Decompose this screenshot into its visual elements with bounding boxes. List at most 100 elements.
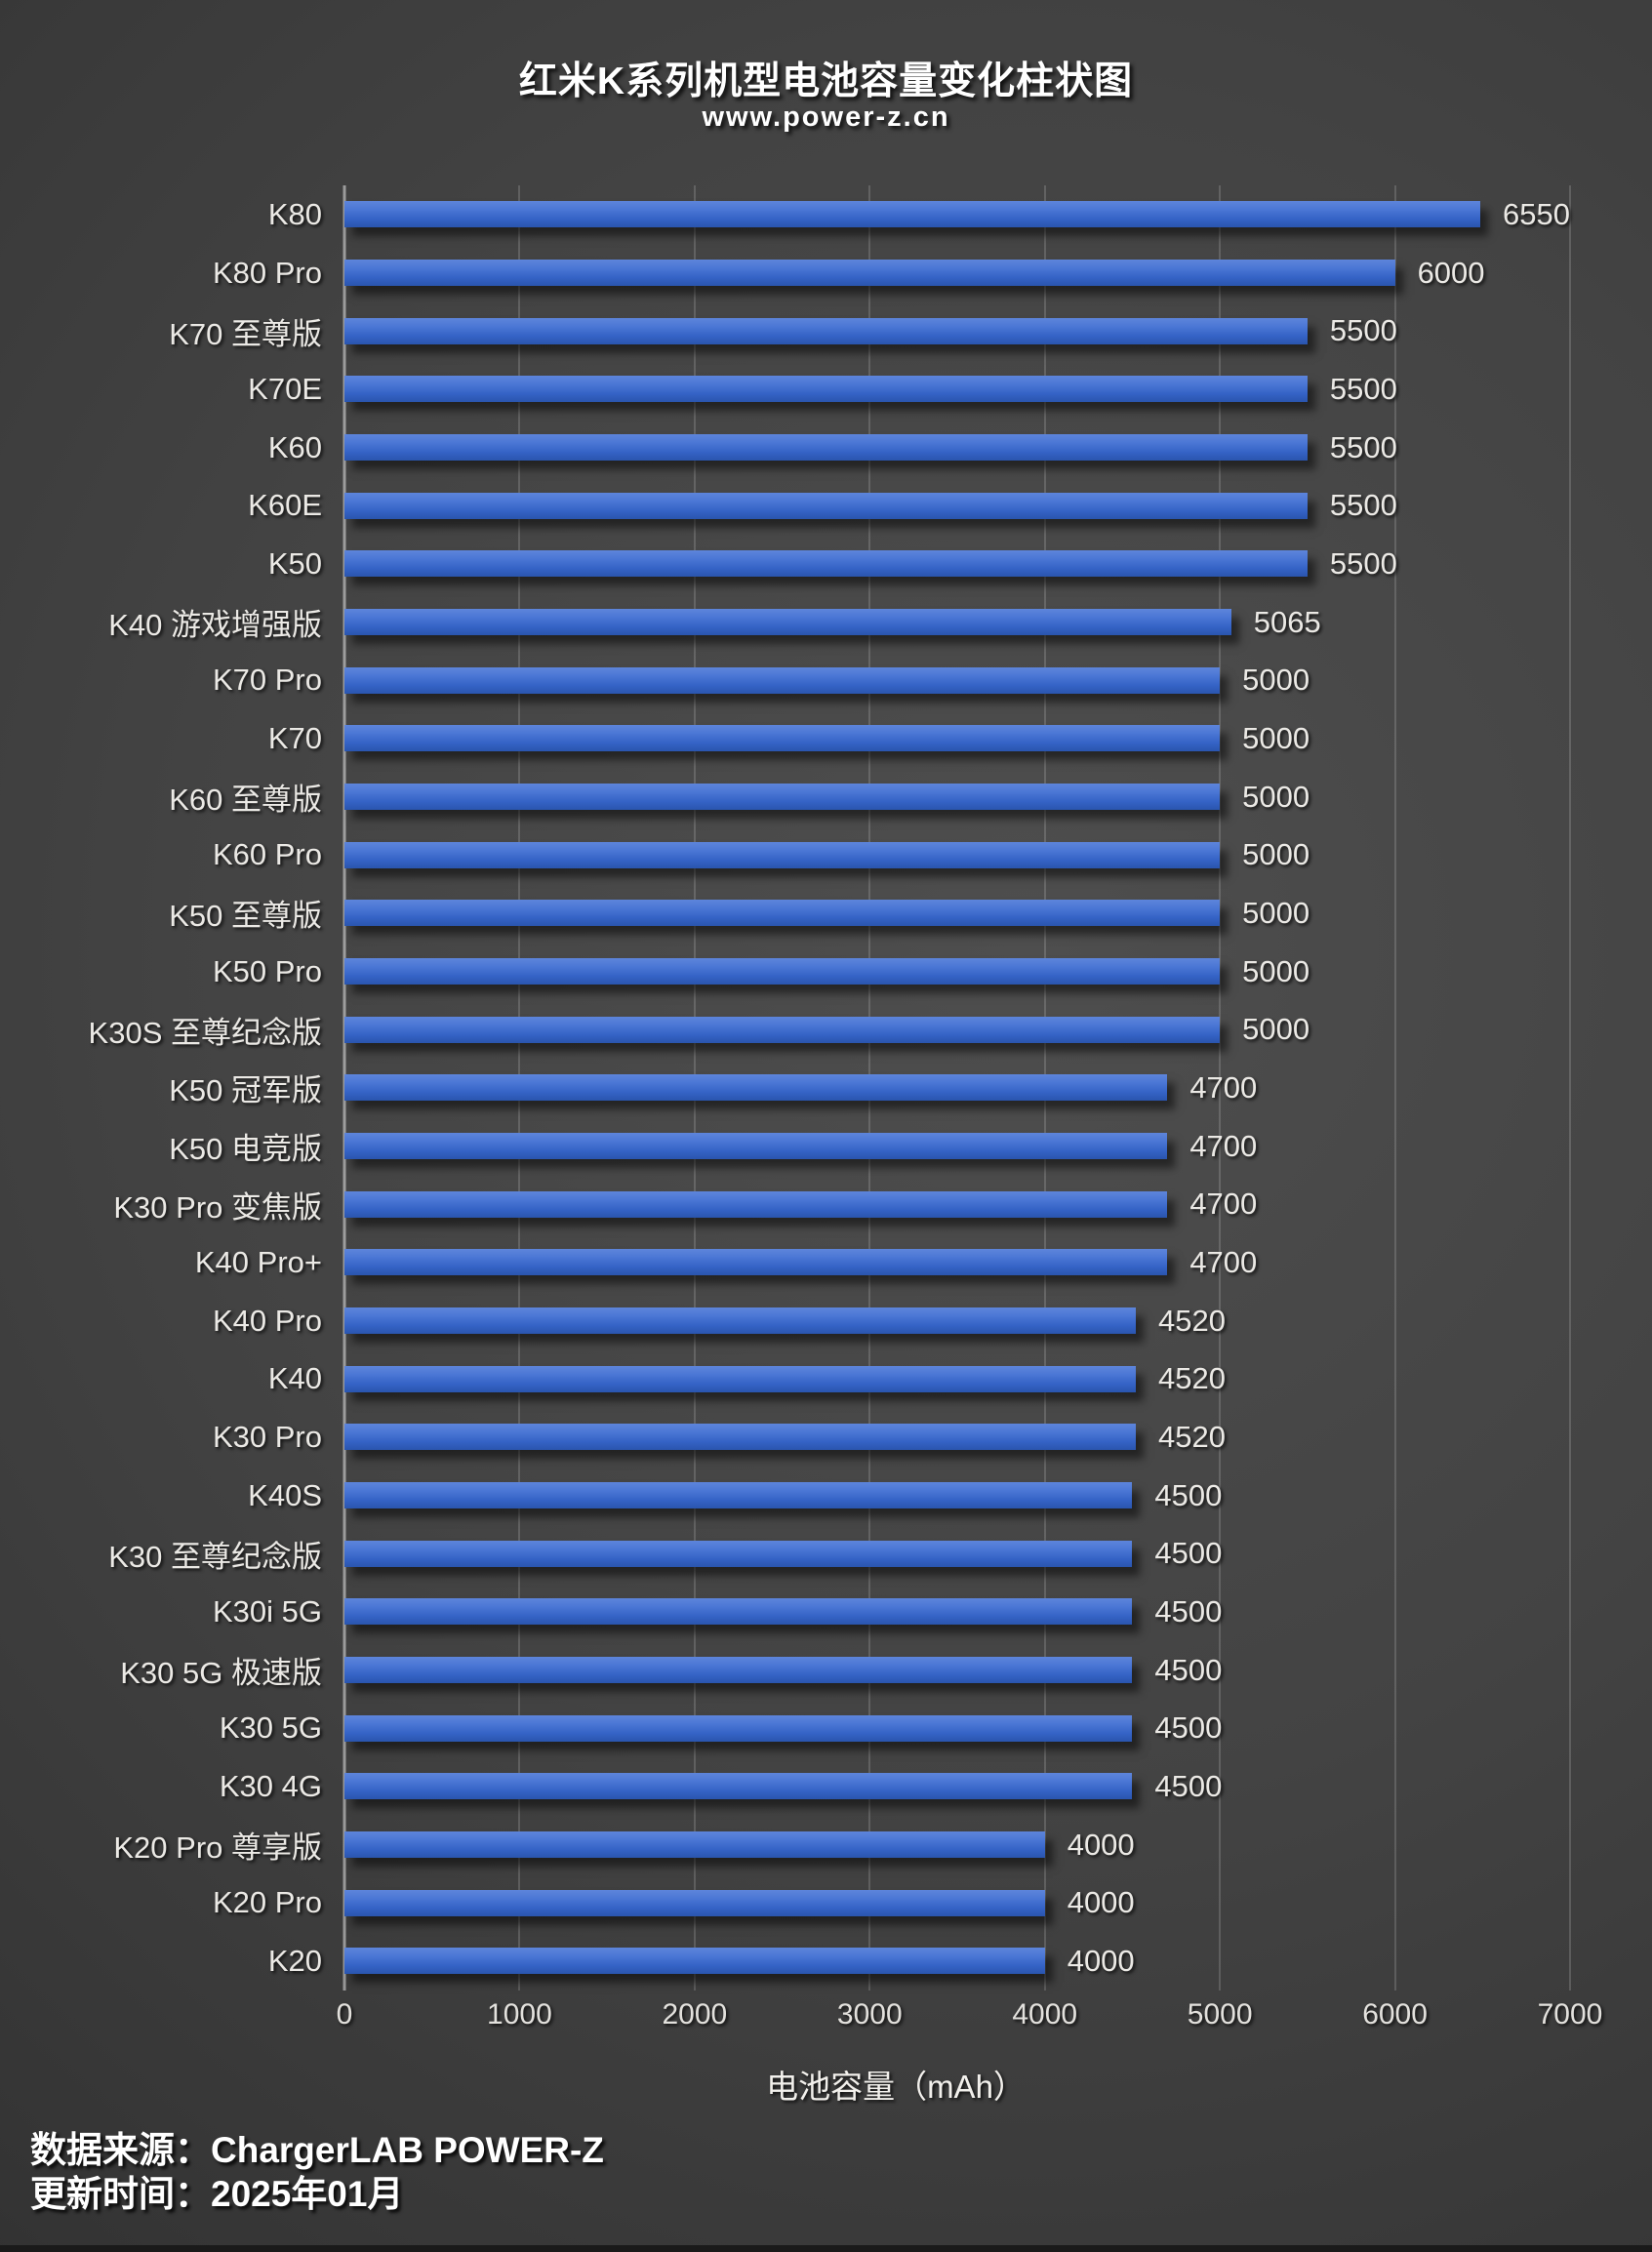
bar-row: K30i 5G 4500 [213,1583,1570,1641]
x-tick-label: 6000 [1362,1998,1428,2031]
bar [344,1598,1133,1626]
bar-row: K30 5G 4500 [220,1699,1570,1757]
bar-row: K70 Pro 5000 [213,651,1570,709]
bar [344,1249,1168,1276]
bar-rows: K80 6550 K80 Pro 6000 K70 至尊版 5500 K70E 5500 K60… [89,185,1570,1991]
bar [344,317,1308,344]
category-label: K40 [267,1361,322,1396]
bar [344,1540,1133,1567]
category-label: K60 至尊版 [169,783,322,818]
gridline [1393,185,1396,1991]
bar [344,1074,1168,1102]
category-label: K70 Pro [212,663,322,698]
category-label: K40 Pro+ [194,1244,322,1279]
category-label: K30 5G 极速版 [120,1656,322,1691]
value-label: 5000 [1242,837,1310,872]
category-label: K30 Pro 变焦版 [113,1189,322,1225]
category-label: K20 Pro [212,1885,322,1920]
value-label: 5065 [1253,604,1321,639]
x-tick-label: 5000 [1187,1998,1253,2031]
value-label: 4500 [1154,1477,1223,1512]
x-tick-label: 2000 [662,1998,728,2031]
bar [344,1482,1133,1509]
bar-row: K40 Pro+ 4700 [195,1233,1570,1292]
bar-row: K30S 至尊纪念版 5000 [89,1000,1570,1059]
bar-row: K60 至尊版 5000 [169,768,1570,826]
update-time-line: 更新时间：2025年01月 [30,2174,404,2214]
value-label: 4700 [1189,1244,1258,1279]
bar [344,1307,1137,1335]
category-label: K80 [267,196,322,231]
bar [344,260,1395,286]
bar-row: K20 4000 [268,1932,1570,1991]
bar-row: K70E 5500 [248,360,1570,419]
value-label: 6550 [1503,196,1570,231]
bar-row: K20 Pro 尊享版 4000 [113,1816,1570,1874]
bar-row: K30 至尊纪念版 4500 [108,1524,1570,1583]
bar-row: K70 5000 [268,709,1570,768]
value-label: 5000 [1242,720,1310,755]
bar [344,376,1308,403]
value-label: 5000 [1242,1012,1310,1047]
category-label: K70 至尊版 [169,316,322,351]
value-label: 4520 [1158,1303,1226,1338]
category-label: K80 Pro [212,255,322,290]
value-label: 4500 [1154,1652,1223,1687]
category-label: K60 Pro [212,837,322,872]
category-label: K50 冠军版 [169,1073,322,1108]
category-label: K30 4G [219,1768,322,1803]
bar [344,434,1308,462]
bar [344,1657,1133,1684]
bar-row: K60E 5500 [248,476,1570,535]
category-label: K60E [248,488,322,523]
value-label: 5500 [1329,429,1397,464]
category-label: K30 5G [219,1710,322,1746]
value-label: 4700 [1189,1128,1258,1163]
value-label: 4700 [1189,1186,1258,1222]
bar [344,1889,1045,1916]
x-axis-title: 电池容量（mAh） [766,2069,1026,2105]
category-label: K30 Pro [212,1419,322,1454]
category-label: K40 游戏增强版 [108,608,322,643]
chart-subtitle: www.power-z.cn [702,101,950,133]
bar-row: K50 电竞版 4700 [169,1117,1570,1176]
value-label: 4000 [1067,1943,1135,1978]
bar [344,609,1231,636]
bar-row: K70 至尊版 5500 [169,302,1570,360]
category-label: K50 Pro [212,953,322,988]
value-label: 4700 [1189,1069,1258,1105]
value-label: 5500 [1329,313,1397,348]
category-label: K40 Pro [212,1303,322,1338]
bar-row: K30 Pro 变焦版 4700 [113,1175,1570,1233]
bottom-edge-strip [0,2245,1652,2252]
bar [344,1190,1168,1218]
value-label: 5500 [1329,371,1397,406]
value-label: 6000 [1417,255,1485,290]
bar [344,1424,1137,1451]
category-label: K70E [248,371,322,406]
bar-row: K40 4520 [268,1349,1570,1408]
value-label: 5000 [1242,895,1310,930]
value-label: 4000 [1067,1827,1135,1862]
bar [344,201,1481,228]
category-label: K30S 至尊纪念版 [88,1015,322,1050]
chart-title: 红米K系列机型电池容量变化柱状图 [518,60,1134,102]
bar [344,1948,1045,1975]
plot-area: K80 6550 K80 Pro 6000 K70 至尊版 5500 K70E 5500 K60… [89,185,1571,1991]
value-label: 4500 [1154,1710,1223,1746]
bar [344,1016,1221,1043]
value-label: 5000 [1242,779,1310,814]
bar [344,1133,1168,1160]
category-label: K60 [267,429,322,464]
bar-row: K30 Pro 4520 [213,1408,1570,1467]
category-label: K70 [267,720,322,755]
value-label: 5000 [1242,953,1310,988]
bar [344,1365,1137,1392]
bar [344,1714,1133,1742]
bar-row: K40 游戏增强版 5065 [108,593,1570,652]
x-tick-label: 7000 [1537,1998,1603,2031]
value-label: 4000 [1067,1885,1135,1920]
value-label: 4500 [1154,1593,1223,1629]
value-label: 4500 [1154,1536,1223,1571]
gridline [1219,185,1222,1991]
